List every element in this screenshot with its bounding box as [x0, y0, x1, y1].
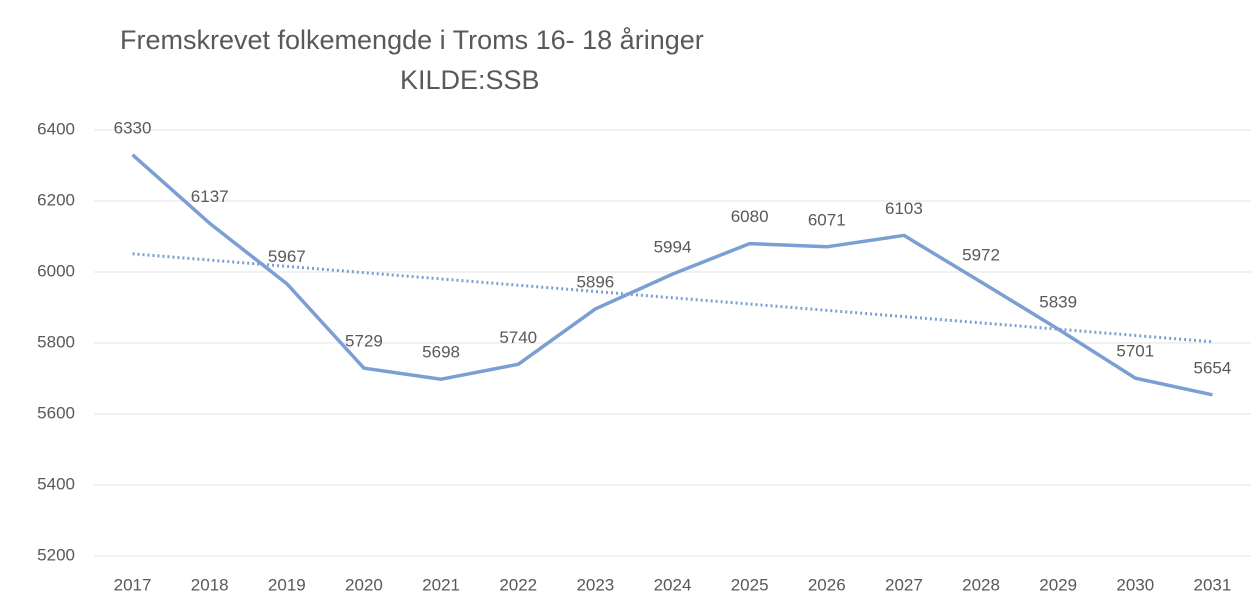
y-tick-label: 5400 [37, 474, 75, 493]
data-label: 5698 [422, 343, 460, 362]
x-tick-label: 2018 [191, 575, 229, 594]
y-tick-label: 5800 [37, 332, 75, 351]
data-label: 5701 [1116, 342, 1154, 361]
data-label: 5896 [576, 272, 614, 291]
x-tick-label: 2019 [268, 575, 306, 594]
data-label: 6071 [808, 210, 846, 229]
x-tick-label: 2025 [731, 575, 769, 594]
data-label: 5729 [345, 332, 383, 351]
data-label: 6103 [885, 199, 923, 218]
data-label: 5740 [499, 328, 537, 347]
data-label: 5994 [654, 238, 692, 257]
data-label: 5967 [268, 247, 306, 266]
data-label: 5654 [1194, 358, 1232, 377]
y-tick-label: 6200 [37, 190, 75, 209]
x-tick-label: 2023 [576, 575, 614, 594]
trend-line [132, 252, 1213, 344]
y-tick-label: 5200 [37, 545, 75, 564]
x-tick-label: 2026 [808, 575, 846, 594]
data-label: 6080 [731, 207, 769, 226]
x-tick-label: 2030 [1116, 575, 1154, 594]
x-tick-label: 2017 [114, 575, 152, 594]
x-tick-label: 2020 [345, 575, 383, 594]
x-tick-label: 2029 [1039, 575, 1077, 594]
x-tick-label: 2021 [422, 575, 460, 594]
chart-title: Fremskrevet folkemengde i Troms 16- 18 å… [120, 25, 704, 55]
data-label: 6330 [114, 118, 152, 137]
y-tick-label: 6000 [37, 261, 75, 280]
chart-subtitle: KILDE:SSB [400, 65, 540, 95]
x-tick-label: 2022 [499, 575, 537, 594]
x-tick-label: 2028 [962, 575, 1000, 594]
x-tick-label: 2024 [654, 575, 692, 594]
data-label: 6137 [191, 187, 229, 206]
y-tick-label: 6400 [37, 119, 75, 138]
series-line [131, 153, 1213, 397]
x-tick-label: 2027 [885, 575, 923, 594]
data-label: 5972 [962, 245, 1000, 264]
data-label: 5839 [1039, 293, 1077, 312]
y-tick-label: 5600 [37, 403, 75, 422]
x-tick-label: 2031 [1194, 575, 1232, 594]
